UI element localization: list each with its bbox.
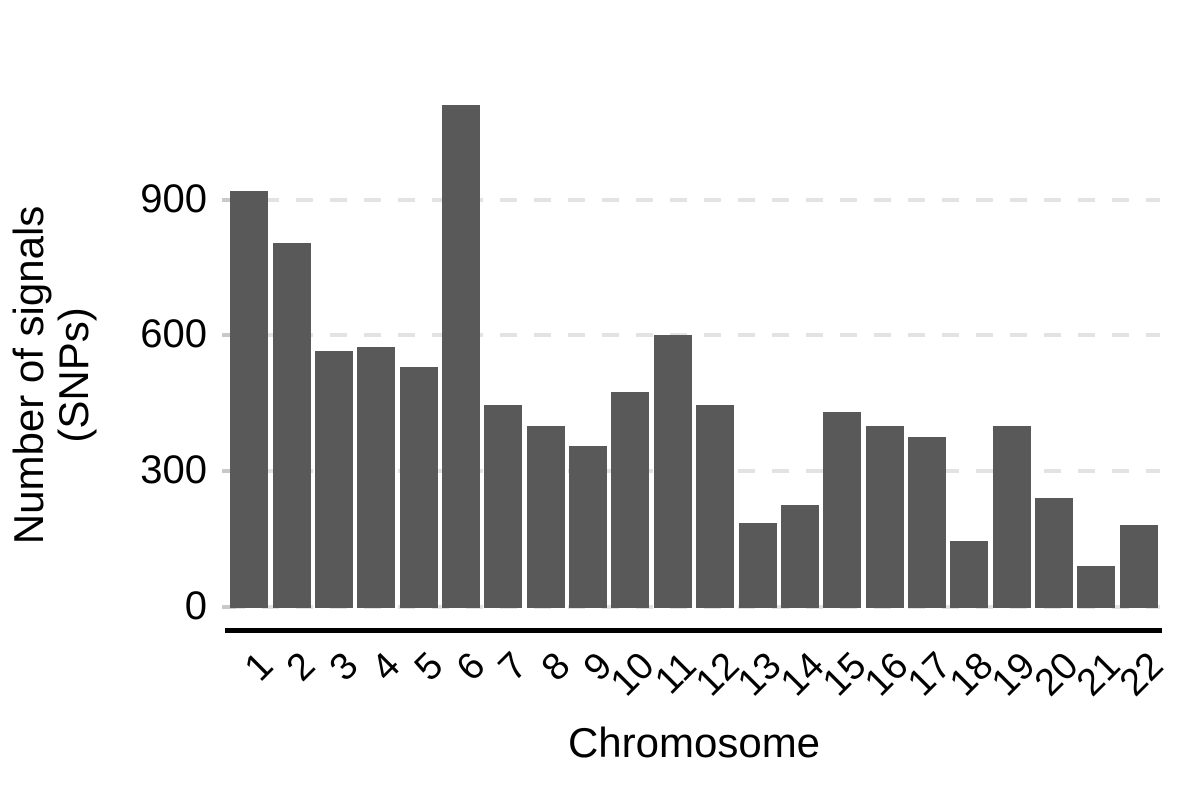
x-tick-label-chr1: 1 — [236, 644, 282, 690]
x-tick-label-chr22: 22 — [1111, 644, 1172, 705]
x-tick-label-chr8: 8 — [533, 644, 579, 690]
gridline-600 — [228, 333, 1160, 338]
bar-chr7 — [484, 405, 523, 608]
bar-chr19 — [992, 425, 1031, 608]
x-tick-label-chr5: 5 — [406, 644, 451, 690]
x-axis-line — [225, 628, 1162, 633]
bar-chr5 — [399, 366, 438, 608]
bar-chr9 — [569, 446, 608, 608]
y-tick-label-600: 600 — [140, 312, 207, 357]
bar-chr3 — [314, 351, 353, 608]
x-tick-label-chr7: 7 — [491, 644, 536, 690]
gridline-300 — [228, 468, 1160, 473]
x-tick-label-chr6: 6 — [448, 644, 494, 690]
x-axis-title: Chromosome — [567, 719, 821, 766]
bar-chr14 — [780, 504, 819, 608]
bar-chr8 — [526, 425, 565, 608]
bar-chr6 — [442, 104, 480, 608]
bar-chr4 — [357, 346, 396, 608]
bar-chr22 — [1119, 525, 1158, 608]
y-tick-label-900: 900 — [140, 176, 207, 221]
gridline-900 — [228, 197, 1160, 202]
y-tick-label-0: 0 — [184, 583, 207, 628]
x-tick-label-chr2: 2 — [279, 644, 324, 690]
bar-chr2 — [272, 242, 311, 608]
bar-chr1 — [230, 190, 269, 608]
bar-chr18 — [950, 540, 989, 608]
y-tick-label-300: 300 — [140, 448, 207, 493]
y-tick-mark-0 — [222, 604, 236, 609]
y-tick-mark-300 — [222, 468, 236, 473]
bar-chr21 — [1077, 565, 1116, 608]
y-tick-mark-600 — [222, 333, 236, 338]
x-tick-label-chr3: 3 — [321, 644, 367, 690]
bar-chr11 — [653, 335, 692, 608]
bar-chr10 — [611, 391, 650, 608]
gridline-0 — [228, 604, 1160, 609]
bar-chr17 — [908, 437, 946, 608]
bar-chr15 — [823, 412, 862, 608]
bar-chr16 — [865, 425, 904, 608]
bar-chr20 — [1035, 498, 1074, 608]
bar-chr12 — [696, 405, 735, 608]
bar-chr13 — [738, 522, 777, 608]
x-tick-label-chr4: 4 — [363, 644, 409, 690]
y-axis-title-line1: Number of signals — [5, 205, 53, 545]
y-tick-mark-900 — [222, 197, 236, 202]
